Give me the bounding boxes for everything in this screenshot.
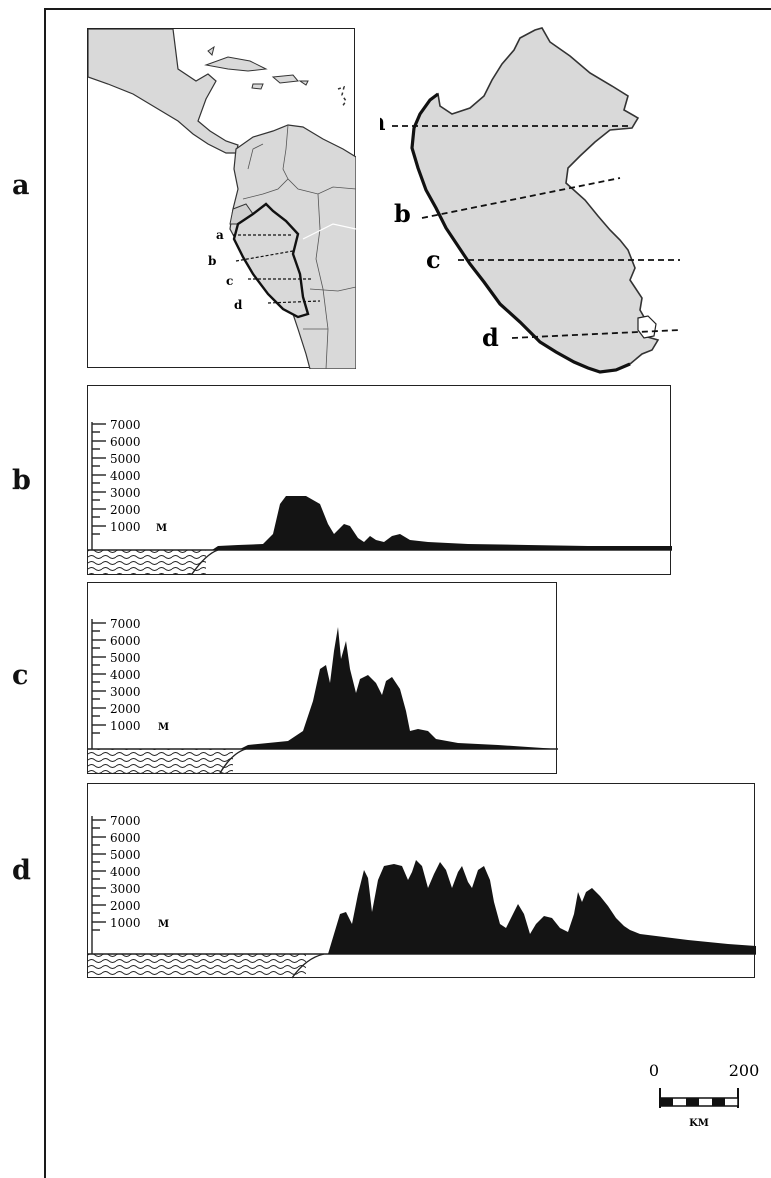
- scale-end-label: 200: [729, 1061, 760, 1080]
- tick-1000: 1000: [110, 520, 141, 534]
- figure-frame-left: [44, 8, 46, 1178]
- tick-5000: 5000: [110, 651, 141, 665]
- border-northern: [242, 178, 356, 200]
- tick-5000: 5000: [110, 452, 141, 466]
- profile-c-frame: 7000 6000 5000 4000 3000 2000 1000 M: [87, 582, 558, 774]
- panel-label-d: d: [12, 855, 31, 886]
- tick-7000: 7000: [110, 617, 141, 631]
- profile-d: 7000 6000 5000 4000 3000 2000 1000 M: [88, 814, 756, 979]
- tick-2000: 2000: [110, 899, 141, 913]
- inset-label-b: b: [208, 254, 216, 268]
- unit-label: M: [158, 722, 169, 733]
- tick-3000: 3000: [110, 882, 141, 896]
- inset-label-d: d: [234, 298, 243, 312]
- tick-1000: 1000: [110, 916, 141, 930]
- peru-highlighted-outline: [232, 202, 310, 319]
- inset-line-d: [267, 300, 321, 304]
- border-bolivia: [309, 286, 356, 292]
- inset-map: a b c d: [88, 29, 356, 369]
- relief-silhouette: [212, 496, 672, 550]
- scale-unit-label: KM: [689, 1118, 709, 1129]
- unit-label: M: [158, 919, 169, 930]
- tick-7000: 7000: [110, 814, 141, 828]
- panel-label-b: b: [12, 465, 31, 496]
- panel-label-a: a: [12, 170, 30, 201]
- continental-slope: [219, 748, 247, 774]
- tick-1000: 1000: [110, 719, 141, 733]
- inset-map-frame: a b c d: [87, 28, 356, 369]
- tick-3000: 3000: [110, 685, 141, 699]
- profile-c: 7000 6000 5000 4000 3000 2000 1000 M: [88, 617, 558, 774]
- tick-6000: 6000: [110, 831, 141, 845]
- panel-label-c: c: [12, 660, 29, 691]
- tick-7000: 7000: [110, 418, 141, 432]
- scale-segment-2: [686, 1098, 699, 1106]
- scale-segment-3: [712, 1098, 725, 1106]
- profile-b: 7000 6000 5000 4000 3000 2000 1000 M: [88, 418, 672, 575]
- peru-coastline: [410, 92, 631, 374]
- amazon-river: [302, 223, 356, 240]
- inset-label-a: a: [216, 228, 224, 242]
- peru-label-b: b: [394, 199, 411, 228]
- border-panama: [247, 143, 264, 170]
- central-america-landmass: [88, 29, 239, 154]
- elevation-axis-c: 7000 6000 5000 4000 3000 2000 1000 M: [91, 617, 169, 749]
- bahamas-island: [207, 45, 215, 56]
- tick-4000: 4000: [110, 469, 141, 483]
- peru-label-d: d: [482, 323, 499, 352]
- elevation-axis-b: 7000 6000 5000 4000 3000 2000 1000 M: [91, 418, 167, 550]
- ocean-hatch: [88, 954, 306, 978]
- jamaica-island: [251, 83, 264, 90]
- border-brazil: [315, 193, 329, 369]
- scale-segment-1: [660, 1098, 673, 1106]
- scale-start-label: 0: [649, 1061, 659, 1080]
- peru-label-c: c: [426, 245, 441, 274]
- profile-d-frame: 7000 6000 5000 4000 3000 2000 1000 M: [87, 783, 756, 979]
- peru-landmass: [411, 27, 660, 373]
- continental-slope: [191, 549, 219, 575]
- hispaniola-island: [271, 74, 299, 84]
- tick-2000: 2000: [110, 503, 141, 517]
- ocean-hatch: [88, 749, 233, 773]
- tick-4000: 4000: [110, 668, 141, 682]
- tick-2000: 2000: [110, 702, 141, 716]
- puerto-rico-island: [298, 80, 309, 86]
- peru-label-a: a: [380, 107, 386, 136]
- figure-frame-top: [44, 8, 771, 10]
- ocean-hatch: [88, 550, 206, 574]
- tick-6000: 6000: [110, 435, 141, 449]
- cuba-island: [204, 56, 268, 72]
- tick-5000: 5000: [110, 848, 141, 862]
- scale-bar: 0 200 KM: [649, 1061, 760, 1129]
- relief-silhouette: [240, 627, 558, 749]
- tick-4000: 4000: [110, 865, 141, 879]
- border-colombia-venezuela: [282, 124, 289, 180]
- unit-label: M: [156, 523, 167, 534]
- elevation-axis-d: 7000 6000 5000 4000 3000 2000 1000 M: [91, 814, 169, 954]
- tick-3000: 3000: [110, 486, 141, 500]
- continental-slope: [291, 953, 325, 979]
- peru-line-b: [421, 177, 621, 219]
- peru-map: a b c d: [380, 27, 681, 374]
- tick-6000: 6000: [110, 634, 141, 648]
- relief-silhouette: [328, 860, 756, 954]
- lesser-antilles: [337, 85, 347, 108]
- profile-b-frame: 7000 6000 5000 4000 3000 2000 1000 M: [87, 385, 672, 575]
- inset-label-c: c: [226, 274, 233, 288]
- peru-line-d: [511, 329, 681, 339]
